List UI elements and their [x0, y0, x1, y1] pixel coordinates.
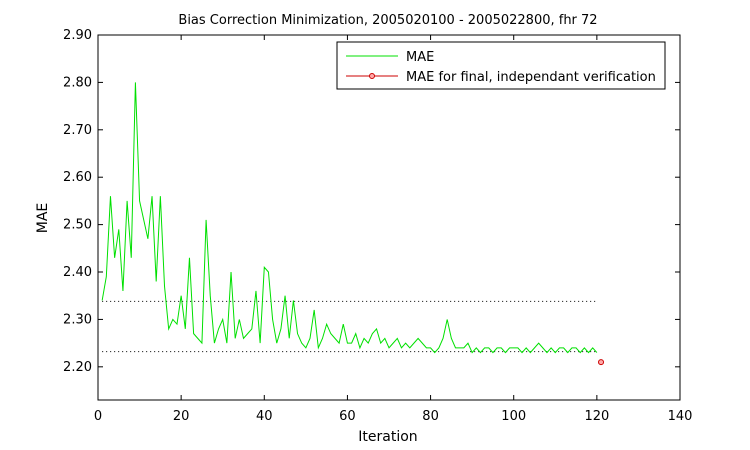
series-layer: [101, 82, 605, 366]
y-tick-label: 2.60: [63, 170, 92, 185]
plot-area: [97, 34, 681, 401]
mae-series-line: [101, 82, 598, 354]
final-verification-point: [598, 359, 605, 366]
y-axis-label: MAE: [35, 203, 51, 234]
x-tick-label: 100: [501, 409, 526, 424]
y-tick-label: 2.40: [63, 265, 92, 280]
x-tick-label: 140: [668, 409, 693, 424]
y-tick-label: 2.90: [63, 28, 92, 43]
legend-final-label: MAE for final, independant verification: [406, 70, 656, 85]
legend: MAE MAE for final, independant verificat…: [336, 41, 666, 90]
y-axis: 2.20 2.30 2.40 2.50 2.60 2.70 2.80 2.90: [63, 28, 680, 375]
y-tick-label: 2.80: [63, 75, 92, 90]
x-axis-label: Iteration: [358, 429, 417, 445]
y-tick-label: 2.50: [63, 218, 92, 233]
y-tick-label: 2.70: [63, 123, 92, 138]
x-tick-label: 120: [584, 409, 609, 424]
legend-mae-label: MAE: [406, 50, 434, 65]
x-tick-label: 40: [256, 409, 273, 424]
x-axis: 0 20 40 60 80 100 120 140: [94, 35, 693, 424]
x-tick-label: 0: [94, 409, 102, 424]
x-tick-label: 60: [339, 409, 356, 424]
y-tick-label: 2.30: [63, 312, 92, 327]
y-tick-label: 2.20: [63, 360, 92, 375]
x-tick-label: 80: [422, 409, 439, 424]
legend-box: [336, 41, 666, 90]
x-tick-label: 20: [173, 409, 190, 424]
chart-title: Bias Correction Minimization, 2005020100…: [178, 13, 597, 28]
legend-final-marker: [369, 73, 375, 79]
reference-lines: [102, 300, 597, 353]
